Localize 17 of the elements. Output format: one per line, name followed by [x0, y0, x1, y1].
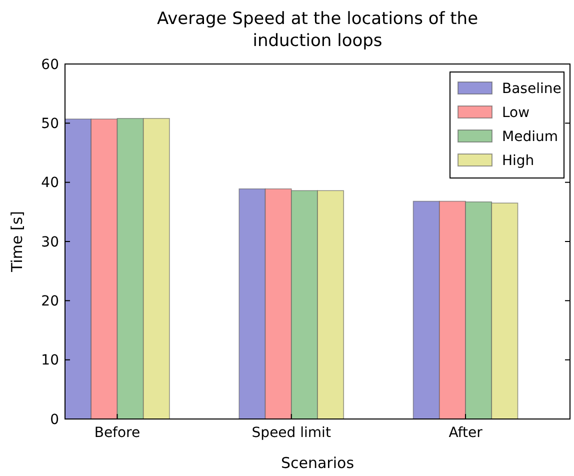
y-tick-label: 10 — [41, 352, 59, 369]
y-tick-label: 30 — [41, 234, 59, 250]
legend-label: Medium — [502, 128, 558, 145]
chart-title: Average Speed at the locations of the induction loops — [156, 9, 478, 51]
x-tick-label: Before — [94, 425, 140, 441]
x-tick-label: After — [448, 425, 483, 441]
y-tick-label: 60 — [41, 56, 59, 73]
x-axis-title: Scenarios — [280, 454, 354, 472]
legend-label: High — [502, 152, 534, 169]
y-tick-label: 50 — [41, 116, 59, 132]
y-tick-label: 0 — [50, 412, 59, 428]
legend-label: Low — [502, 104, 530, 121]
legend-label: Baseline — [502, 80, 562, 97]
y-axis-title: Time [s] — [8, 211, 26, 273]
x-tick-label: Speed limit — [252, 425, 332, 441]
y-tick-label: 40 — [41, 175, 59, 192]
y-tick-label: 20 — [41, 294, 59, 310]
